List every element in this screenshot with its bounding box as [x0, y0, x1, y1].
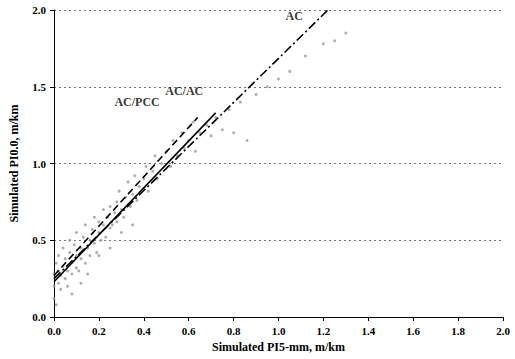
svg-text:2.0: 2.0: [496, 325, 510, 337]
svg-text:0.0: 0.0: [47, 325, 61, 337]
svg-text:1.8: 1.8: [451, 325, 465, 337]
svg-text:1.4: 1.4: [361, 325, 375, 337]
svg-text:0.5: 0.5: [32, 234, 46, 246]
svg-text:0.6: 0.6: [182, 325, 196, 337]
svg-text:AC: AC: [286, 9, 303, 23]
svg-text:1.2: 1.2: [317, 325, 331, 337]
svg-text:2.0: 2.0: [32, 4, 46, 16]
svg-text:0.0: 0.0: [32, 311, 46, 323]
svg-text:0.4: 0.4: [137, 325, 151, 337]
svg-text:1.0: 1.0: [272, 325, 286, 337]
svg-text:0.8: 0.8: [227, 325, 241, 337]
svg-text:1.6: 1.6: [406, 325, 420, 337]
svg-text:0.2: 0.2: [92, 325, 106, 337]
svg-text:Simulated PI0.0, m/km: Simulated PI0.0, m/km: [7, 104, 21, 222]
svg-text:1.0: 1.0: [32, 158, 46, 170]
svg-text:AC/AC: AC/AC: [165, 84, 203, 98]
svg-text:Simulated PI5-mm, m/km: Simulated PI5-mm, m/km: [212, 340, 345, 354]
svg-text:AC/PCC: AC/PCC: [114, 95, 159, 109]
svg-text:1.5: 1.5: [32, 81, 46, 93]
